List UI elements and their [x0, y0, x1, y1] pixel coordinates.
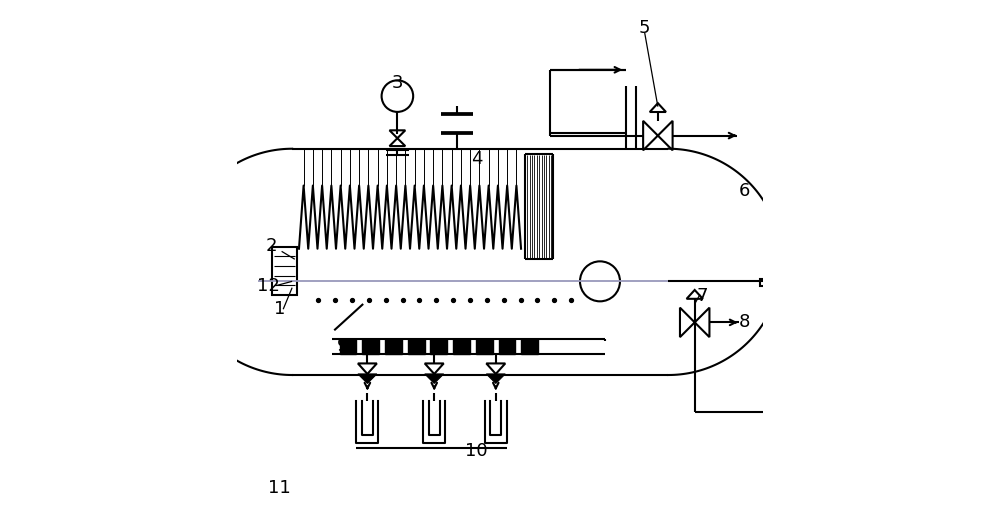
Bar — [499, 339, 515, 354]
Bar — [408, 339, 425, 354]
Text: 11: 11 — [268, 479, 290, 497]
Text: 9: 9 — [336, 337, 348, 355]
Polygon shape — [486, 374, 505, 384]
Polygon shape — [358, 374, 377, 384]
Bar — [521, 339, 538, 354]
Text: 4: 4 — [471, 150, 482, 168]
Text: 7: 7 — [697, 287, 708, 305]
Polygon shape — [425, 374, 444, 384]
Text: 3: 3 — [392, 74, 403, 92]
Bar — [760, 279, 768, 286]
Bar — [272, 247, 297, 295]
Bar — [362, 339, 379, 354]
Bar — [340, 339, 356, 354]
Bar — [453, 339, 470, 354]
Text: 2: 2 — [265, 237, 277, 255]
Text: 5: 5 — [639, 19, 650, 37]
Bar — [385, 339, 402, 354]
Text: 12: 12 — [257, 277, 280, 295]
Text: 1: 1 — [274, 300, 286, 318]
Bar — [430, 339, 447, 354]
Text: 10: 10 — [465, 442, 488, 460]
Text: 8: 8 — [739, 313, 750, 331]
Text: 6: 6 — [739, 182, 750, 200]
Bar — [476, 339, 493, 354]
